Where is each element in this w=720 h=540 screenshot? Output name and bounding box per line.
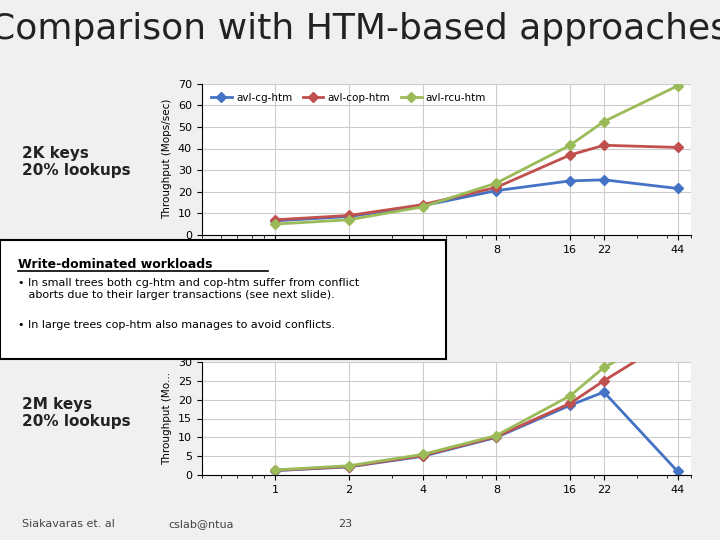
avl-cg-htm xyxy=(600,389,608,395)
avl-rcu-htm xyxy=(271,467,279,473)
Line: avl-cop-htm: avl-cop-htm xyxy=(272,332,681,474)
avl-rcu-htm xyxy=(418,204,427,210)
avl-rcu-htm xyxy=(673,83,682,89)
Y-axis label: Throughput (Mo...: Throughput (Mo... xyxy=(162,372,172,465)
avl-rcu-htm xyxy=(566,393,575,399)
avl-rcu-htm xyxy=(600,364,608,371)
avl-cop-htm xyxy=(600,142,608,149)
avl-rcu-htm xyxy=(271,221,279,227)
avl-rcu-htm xyxy=(345,462,354,469)
avl-cop-htm xyxy=(566,152,575,158)
avl-cg-htm xyxy=(492,187,500,194)
avl-cop-htm xyxy=(600,377,608,384)
avl-cg-htm xyxy=(566,402,575,408)
avl-cg-htm xyxy=(271,468,279,474)
avl-cg-htm xyxy=(345,464,354,470)
avl-cop-htm xyxy=(271,467,279,474)
avl-cg-htm xyxy=(673,468,682,475)
avl-cop-htm xyxy=(673,144,682,151)
avl-cg-htm xyxy=(492,434,500,441)
avl-cop-htm xyxy=(566,400,575,407)
avl-cop-htm xyxy=(418,453,427,459)
avl-cop-htm xyxy=(271,217,279,223)
avl-cg-htm xyxy=(673,185,682,192)
avl-rcu-htm xyxy=(673,325,682,331)
Text: 2K keys
20% lookups: 2K keys 20% lookups xyxy=(22,146,130,178)
avl-cop-htm xyxy=(345,212,354,219)
avl-cg-htm xyxy=(566,178,575,184)
Line: avl-rcu-htm: avl-rcu-htm xyxy=(272,83,681,227)
avl-cop-htm xyxy=(492,434,500,440)
avl-rcu-htm xyxy=(492,432,500,438)
avl-cg-htm xyxy=(345,213,354,220)
Text: Siakavaras et. al: Siakavaras et. al xyxy=(22,519,114,529)
avl-cg-htm xyxy=(418,453,427,460)
Text: 2M keys
20% lookups: 2M keys 20% lookups xyxy=(22,397,130,429)
Line: avl-cg-htm: avl-cg-htm xyxy=(272,177,681,224)
avl-cg-htm xyxy=(271,218,279,224)
avl-rcu-htm xyxy=(345,217,354,223)
avl-cg-htm xyxy=(418,202,427,209)
Line: avl-cop-htm: avl-cop-htm xyxy=(272,142,681,223)
Text: • In small trees both cg-htm and cop-htm suffer from conflict
   aborts due to t: • In small trees both cg-htm and cop-htm… xyxy=(18,278,359,300)
avl-rcu-htm xyxy=(566,142,575,149)
avl-rcu-htm xyxy=(418,451,427,458)
Text: Comparison with HTM-based approaches: Comparison with HTM-based approaches xyxy=(0,12,720,46)
Legend: avl-cg-htm, avl-cop-htm, avl-rcu-htm: avl-cg-htm, avl-cop-htm, avl-rcu-htm xyxy=(207,89,490,107)
avl-rcu-htm xyxy=(492,180,500,186)
avl-cop-htm xyxy=(673,332,682,339)
Line: avl-rcu-htm: avl-rcu-htm xyxy=(272,325,681,474)
avl-cop-htm xyxy=(492,184,500,191)
Y-axis label: Throughput (Mops/sec): Throughput (Mops/sec) xyxy=(162,99,172,219)
Line: avl-cg-htm: avl-cg-htm xyxy=(272,389,681,475)
Text: • In large trees cop-htm also manages to avoid conflicts.: • In large trees cop-htm also manages to… xyxy=(18,320,335,330)
avl-cop-htm xyxy=(345,463,354,470)
Text: 23: 23 xyxy=(338,519,353,529)
Text: cslab@ntua: cslab@ntua xyxy=(169,519,234,529)
avl-rcu-htm xyxy=(600,118,608,125)
avl-cop-htm xyxy=(418,201,427,208)
avl-cg-htm xyxy=(600,177,608,183)
Text: Write-dominated workloads: Write-dominated workloads xyxy=(18,258,212,271)
